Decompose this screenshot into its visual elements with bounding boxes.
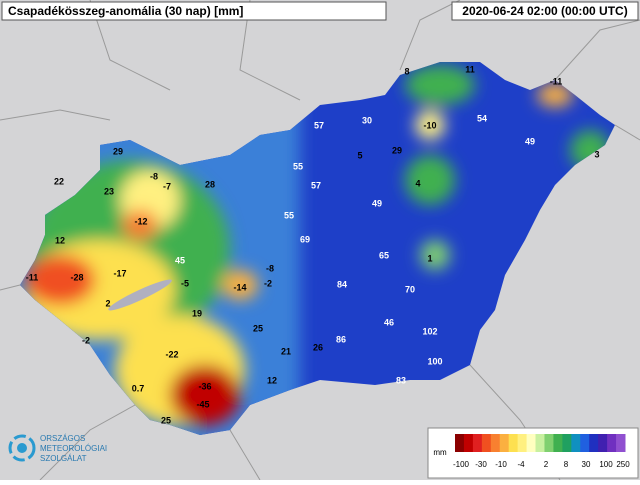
legend-swatch	[526, 434, 537, 452]
station-value: 5	[357, 150, 362, 160]
station-value: -17	[113, 268, 126, 278]
logo-text: ORSZÁGOS	[40, 434, 85, 443]
station-value: 57	[311, 180, 321, 190]
station-value: 49	[372, 198, 382, 208]
legend-swatch	[535, 434, 545, 452]
station-value: 22	[54, 176, 64, 186]
station-value: 57	[314, 120, 324, 130]
legend-tick-label: -100	[453, 460, 470, 469]
station-values: 8 11 -11 57 30 -10 54 49 3 29 5 29 22 -8 -7 28 23 55 57 4 49…	[26, 64, 600, 425]
station-value: 83	[396, 375, 406, 385]
station-value: -11	[550, 76, 563, 86]
station-value: 84	[337, 279, 347, 289]
station-value: 28	[205, 179, 215, 189]
station-value: -12	[134, 216, 147, 226]
station-value: 8	[404, 66, 409, 76]
legend-swatch	[490, 434, 501, 452]
station-value: 29	[392, 145, 402, 155]
station-value: 4	[415, 178, 420, 188]
legend-tick-label: -30	[475, 460, 487, 469]
legend-swatch	[499, 434, 510, 452]
legend-swatch	[589, 434, 599, 452]
timestamp: 2020-06-24 02:00 (00:00 UTC)	[462, 4, 627, 18]
station-value: 100	[427, 356, 442, 366]
station-value: -2	[264, 278, 272, 288]
station-value: 11	[465, 64, 475, 74]
station-value: -7	[163, 181, 171, 191]
legend-swatch	[571, 434, 581, 452]
legend-tick-label: 250	[616, 460, 630, 469]
legend: -100 -30 -10 -4 2 8 30 100 250	[453, 434, 630, 469]
legend-swatch	[455, 434, 465, 452]
station-value: 25	[253, 323, 263, 333]
legend-swatch	[616, 434, 626, 452]
legend-swatch	[481, 434, 492, 452]
station-value: -2	[82, 335, 90, 345]
station-value: 30	[362, 115, 372, 125]
legend-tick-label: 100	[599, 460, 613, 469]
station-value: 45	[175, 255, 185, 265]
station-value: -28	[70, 272, 83, 282]
legend-swatch	[553, 434, 563, 452]
station-value: -45	[196, 399, 209, 409]
station-value: 1	[427, 253, 432, 263]
legend-tick-label: -10	[495, 460, 507, 469]
station-value: 65	[379, 250, 389, 260]
logo-text: METEOROLÓGIAI	[40, 444, 107, 453]
station-value: -8	[266, 263, 274, 273]
legend-swatch	[517, 434, 528, 452]
station-value: 54	[477, 113, 487, 123]
station-value: -8	[150, 171, 158, 181]
station-value: 55	[284, 210, 294, 220]
station-value: 102	[422, 326, 437, 336]
station-value: 86	[336, 334, 346, 344]
title: Csapadékösszeg-anomália (30 nap) [mm]	[8, 4, 243, 18]
logo: ORSZÁGOS METEOROLÓGIAI SZOLGÁLAT	[8, 434, 107, 463]
station-value: 49	[525, 136, 535, 146]
station-value: 23	[104, 186, 114, 196]
station-value: -5	[181, 278, 189, 288]
station-value: -22	[165, 349, 178, 359]
station-value: -14	[233, 282, 246, 292]
legend-swatch	[508, 434, 519, 452]
station-value: 25	[161, 415, 171, 425]
legend-tick-label: 2	[544, 460, 549, 469]
legend-unit: mm	[433, 448, 447, 457]
station-value: -11	[26, 272, 39, 282]
station-value: 29	[113, 146, 123, 156]
station-value: -36	[198, 381, 211, 391]
timestamp-box	[451, 1, 639, 21]
station-value: 70	[405, 284, 415, 294]
station-value: 12	[55, 235, 65, 245]
legend-swatch	[598, 434, 608, 452]
station-value: 69	[300, 234, 310, 244]
legend-tick-label: 30	[582, 460, 591, 469]
station-value: 21	[281, 346, 291, 356]
legend-swatch	[544, 434, 554, 452]
station-value: 46	[384, 317, 394, 327]
legend-swatch	[472, 434, 483, 452]
legend-swatch	[463, 434, 474, 452]
title-box	[1, 1, 387, 21]
legend-swatch	[562, 434, 572, 452]
station-value: 3	[594, 149, 599, 159]
station-value: -10	[423, 120, 436, 130]
station-value: 0.7	[132, 383, 145, 393]
station-value: 55	[293, 161, 303, 171]
legend-tick-label: 8	[564, 460, 569, 469]
station-value: 19	[192, 308, 202, 318]
legend-swatch	[607, 434, 617, 452]
station-value: 26	[313, 342, 323, 352]
legend-tick-label: -4	[517, 460, 525, 469]
legend-swatch	[580, 434, 590, 452]
station-value: 2	[105, 298, 110, 308]
station-value: 12	[267, 375, 277, 385]
logo-text: SZOLGÁLAT	[40, 454, 87, 463]
